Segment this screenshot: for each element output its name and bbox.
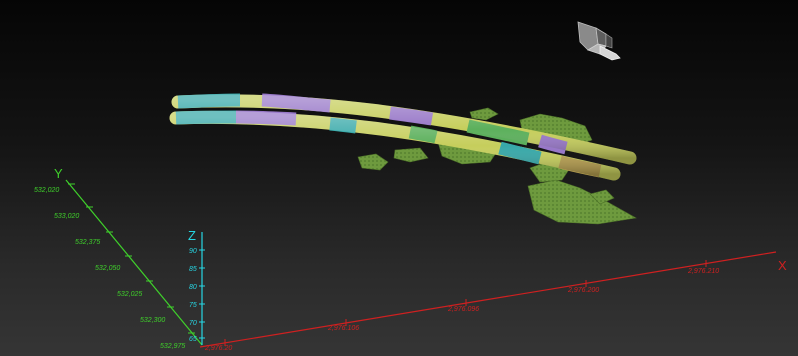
ore-body[interactable]: [527, 179, 637, 225]
ore-body[interactable]: [357, 153, 389, 171]
z-axis: 90 85 80 75 70 65 Z: [188, 228, 205, 345]
z-tick-label: 75: [189, 302, 197, 309]
z-axis-title: Z: [188, 228, 196, 243]
z-tick-label: 65: [189, 336, 197, 343]
x-tick-label: 2,976.210: [687, 268, 719, 275]
view-cube-icon[interactable]: [577, 21, 621, 61]
z-tick-label: 85: [189, 266, 197, 273]
y-axis-title: Y: [54, 166, 63, 181]
z-tick-label: 70: [189, 320, 197, 327]
y-tick-label: 532,375: [75, 239, 100, 246]
x-tick-label: 2,976.096: [447, 306, 479, 313]
ore-body[interactable]: [469, 107, 499, 121]
z-tick-label: 90: [189, 248, 197, 255]
y-tick-label: 532,050: [95, 265, 120, 272]
ore-body[interactable]: [393, 147, 429, 163]
drill-trace-lower[interactable]: [169, 110, 621, 181]
y-tick-label: 532,025: [117, 291, 142, 298]
ore-body[interactable]: [589, 189, 615, 205]
x-axis: 2,976.20 2,976.106 2,976.096 2,976.200 2…: [199, 251, 787, 352]
y-tick-label: 532,975: [160, 343, 185, 350]
x-tick-label: 2,976.200: [567, 287, 599, 294]
y-tick-label: 532,300: [140, 317, 165, 324]
z-tick-label: 80: [189, 284, 197, 291]
drill-trace-upper[interactable]: [171, 93, 637, 165]
x-tick-label: 2,976.106: [327, 325, 359, 332]
x-tick-label: 2,976.20: [204, 345, 232, 352]
y-tick-label: 533,020: [54, 213, 79, 220]
y-tick-label: 532,020: [34, 187, 59, 194]
x-axis-title: X: [778, 258, 787, 273]
y-axis: 532,020 533,020 532,375 532,050 532,025 …: [34, 166, 203, 350]
